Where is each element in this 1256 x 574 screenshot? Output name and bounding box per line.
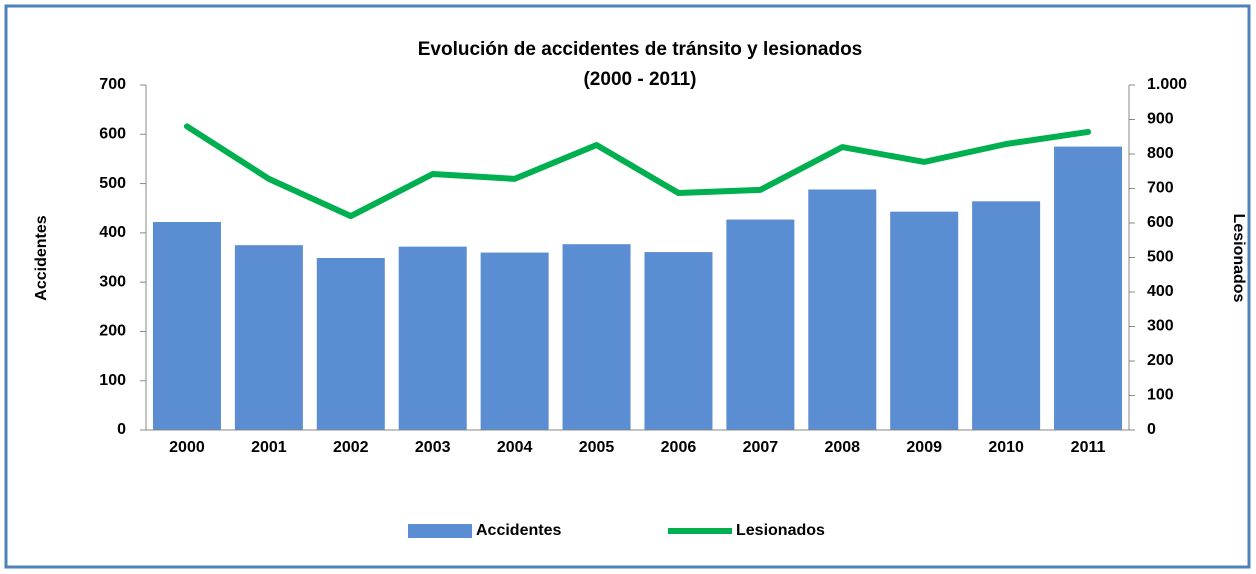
legend-label: Accidentes [476, 522, 561, 539]
y2-tick-label: 900 [1147, 111, 1174, 128]
x-tick-label: 2003 [415, 439, 451, 456]
y2-axis-title: Lesionados [1230, 214, 1247, 303]
y-tick-label: 500 [99, 175, 126, 192]
bar [480, 252, 549, 430]
x-tick-label: 2000 [169, 439, 205, 456]
legend-swatch [408, 524, 472, 538]
y-tick-label: 100 [99, 372, 126, 389]
y2-tick-label: 300 [1147, 318, 1174, 335]
x-tick-label: 2010 [988, 439, 1024, 456]
y2-tick-label: 200 [1147, 352, 1174, 369]
bar [808, 189, 877, 430]
x-tick-label: 2009 [906, 439, 942, 456]
y-tick-label: 300 [99, 273, 126, 290]
y-tick-label: 200 [99, 323, 126, 340]
x-tick-label: 2004 [497, 439, 533, 456]
bar [562, 244, 631, 430]
bar [1054, 146, 1123, 430]
y2-tick-label: 1.000 [1147, 76, 1187, 93]
x-tick-label: 2006 [661, 439, 697, 456]
chart-subtitle: (2000 - 2011) [583, 69, 696, 90]
y2-tick-label: 400 [1147, 283, 1174, 300]
x-tick-label: 2002 [333, 439, 369, 456]
line [183, 123, 1092, 220]
y2-tick-label: 500 [1147, 249, 1174, 266]
x-tick-label: 2007 [743, 439, 779, 456]
x-tick-label: 2008 [824, 439, 860, 456]
y2-tick-label: 100 [1147, 387, 1174, 404]
bar [972, 201, 1041, 430]
bar [316, 257, 385, 430]
bar [644, 252, 713, 430]
y-axis-title: Accidentes [33, 215, 50, 300]
x-tick-label: 2001 [251, 439, 287, 456]
bar [890, 211, 959, 430]
y-tick-label: 0 [117, 421, 126, 438]
bar [234, 245, 303, 430]
y-tick-label: 400 [99, 224, 126, 241]
chart-title: Evolución de accidentes de tránsito y le… [418, 39, 863, 60]
legend-label: Lesionados [736, 522, 825, 539]
y-tick-label: 600 [99, 126, 126, 143]
x-tick-label: 2011 [1071, 439, 1106, 456]
y2-tick-label: 800 [1147, 145, 1174, 162]
bar [726, 219, 795, 430]
bar [152, 222, 221, 430]
y-tick-label: 700 [99, 76, 126, 93]
y2-tick-label: 600 [1147, 214, 1174, 231]
y2-tick-label: 700 [1147, 180, 1174, 197]
y2-tick-label: 0 [1147, 421, 1156, 438]
x-tick-label: 2005 [579, 439, 615, 456]
bar [398, 246, 467, 430]
